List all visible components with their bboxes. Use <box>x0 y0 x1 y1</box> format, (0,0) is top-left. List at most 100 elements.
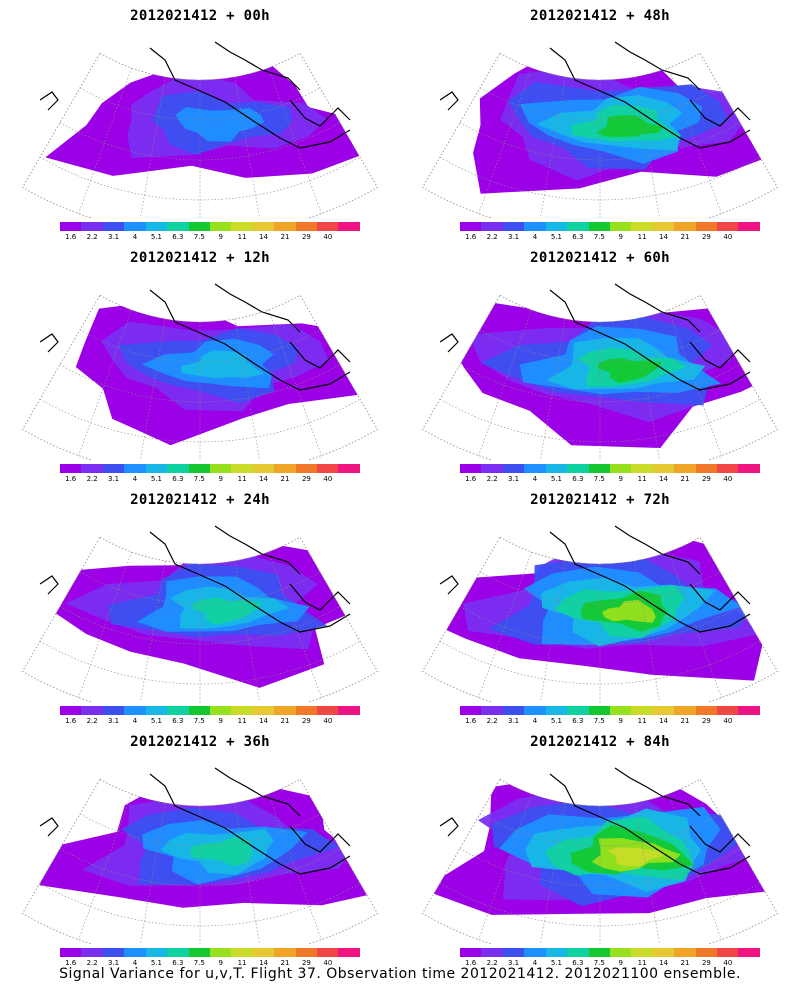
colorbar-tick-label: 6.3 <box>572 959 584 967</box>
colorbar-swatch <box>609 706 632 715</box>
colorbar <box>60 948 360 957</box>
colorbar-tick-label: 4 <box>532 717 538 725</box>
colorbar-labels: 1.6 2.2 3.1 4 5.1 6.3 7.5 9 11 14 21 29 40 <box>60 959 360 969</box>
colorbar-tick-label: 21 <box>680 959 690 967</box>
colorbar-swatch <box>274 948 296 957</box>
colorbar-swatch <box>274 706 296 715</box>
colorbar-tick-label: 21 <box>280 475 290 483</box>
colorbar-swatch <box>567 706 589 715</box>
colorbar-tick-label: 11 <box>637 475 647 483</box>
colorbar-swatch <box>209 464 232 473</box>
colorbar <box>460 464 760 473</box>
colorbar-swatch <box>102 464 125 473</box>
variance-map <box>21 283 379 460</box>
colorbar-swatch <box>81 706 103 715</box>
colorbar-tick-label: 9 <box>618 475 623 483</box>
colorbar-tick-label: 11 <box>237 475 247 483</box>
colorbar-labels: 1.6 2.2 3.1 4 5.1 6.3 7.5 9 11 14 21 29 40 <box>60 717 360 727</box>
colorbar-swatch <box>81 948 103 957</box>
colorbar-tick-label: 29 <box>701 475 711 483</box>
colorbar-swatch <box>317 464 339 473</box>
colorbar-tick-label: 7.5 <box>593 959 605 967</box>
colorbar-swatch <box>124 706 146 715</box>
colorbar-tick-label: 1.6 <box>465 959 477 967</box>
colorbar-tick-label: 3.1 <box>107 959 120 967</box>
colorbar-swatch <box>231 706 253 715</box>
colorbar-tick-label: 5.1 <box>550 475 562 483</box>
colorbar-swatch <box>145 464 168 473</box>
colorbar-swatch <box>481 464 503 473</box>
colorbar-tick-label: 11 <box>237 959 247 967</box>
colorbar-swatch <box>102 948 125 957</box>
colorbar-swatch <box>167 706 189 715</box>
colorbar-tick-label: 3.1 <box>507 233 520 241</box>
colorbar <box>60 706 360 715</box>
variance-map <box>421 283 779 460</box>
colorbar-tick-label: 5.1 <box>150 233 162 241</box>
colorbar-swatch <box>588 948 610 957</box>
map-panel: 2012021412 + 12h 1.6 2.2 3.1 4 5.1 6.3 7.5 9 11 14… <box>0 242 400 484</box>
colorbar-tick-label: 11 <box>237 717 247 725</box>
colorbar-swatch <box>295 948 318 957</box>
colorbar-swatch <box>167 464 189 473</box>
colorbar-tick-label: 2.2 <box>486 959 498 967</box>
colorbar-swatch <box>588 222 610 231</box>
colorbar-tick-label: 40 <box>723 959 733 967</box>
colorbar-swatch <box>481 706 503 715</box>
panel-title: 2012021412 + 48h <box>530 8 670 24</box>
colorbar-tick-label: 40 <box>323 233 333 241</box>
colorbar-tick-label: 40 <box>723 717 733 725</box>
colorbar-swatch <box>567 464 589 473</box>
colorbar-swatch <box>317 706 339 715</box>
colorbar-tick-label: 5.1 <box>150 959 162 967</box>
panel-title: 2012021412 + 36h <box>130 734 270 750</box>
colorbar-tick-label: 1.6 <box>465 475 477 483</box>
colorbar-swatch <box>188 222 210 231</box>
colorbar-swatch <box>609 222 632 231</box>
colorbar-swatch <box>481 222 503 231</box>
colorbar-tick-label: 2.2 <box>486 717 498 725</box>
colorbar-tick-label: 7.5 <box>593 475 605 483</box>
colorbar-tick-label: 11 <box>637 717 647 725</box>
colorbar-labels: 1.6 2.2 3.1 4 5.1 6.3 7.5 9 11 14 21 29 40 <box>460 959 760 969</box>
colorbar-swatch <box>695 948 718 957</box>
colorbar-tick-label: 2.2 <box>486 233 498 241</box>
colorbar-swatch <box>231 464 253 473</box>
colorbar-swatch <box>695 222 718 231</box>
colorbar-tick-label: 5.1 <box>150 475 162 483</box>
colorbar-tick-label: 2.2 <box>486 475 498 483</box>
colorbar-tick-label: 3.1 <box>107 233 120 241</box>
colorbar-tick-label: 1.6 <box>65 475 77 483</box>
panel-title: 2012021412 + 84h <box>530 734 670 750</box>
colorbar-swatch <box>460 948 482 957</box>
variance-map <box>21 525 379 702</box>
colorbar-tick-label: 29 <box>701 959 711 967</box>
colorbar <box>460 948 760 957</box>
colorbar-swatch <box>738 948 760 957</box>
colorbar-swatch <box>695 706 718 715</box>
colorbar-swatch <box>252 948 275 957</box>
colorbar-tick-label: 40 <box>723 233 733 241</box>
colorbar-tick-label: 3.1 <box>507 959 520 967</box>
colorbar-swatch <box>738 222 760 231</box>
colorbar-swatch <box>209 706 232 715</box>
colorbar-tick-label: 29 <box>701 717 711 725</box>
colorbar-swatch <box>317 948 339 957</box>
colorbar-tick-label: 21 <box>680 233 690 241</box>
colorbar-tick-label: 9 <box>218 959 223 967</box>
colorbar-tick-label: 6.3 <box>572 475 584 483</box>
colorbar-tick-label: 11 <box>237 233 247 241</box>
colorbar-tick-label: 14 <box>659 959 669 967</box>
colorbar-tick-label: 9 <box>218 475 223 483</box>
colorbar-tick-label: 14 <box>259 717 269 725</box>
colorbar-tick-label: 5.1 <box>550 959 562 967</box>
colorbar-tick-label: 9 <box>618 233 623 241</box>
colorbar-swatch <box>674 464 696 473</box>
colorbar <box>60 464 360 473</box>
map-panel: 2012021412 + 60h 1.6 2.2 3.1 4 5.1 6.3 7.5 9 11 14… <box>400 242 800 484</box>
colorbar-swatch <box>524 948 546 957</box>
colorbar-swatch <box>338 222 360 231</box>
colorbar-swatch <box>545 948 568 957</box>
colorbar-tick-label: 7.5 <box>193 959 205 967</box>
colorbar-tick-label: 40 <box>323 959 333 967</box>
